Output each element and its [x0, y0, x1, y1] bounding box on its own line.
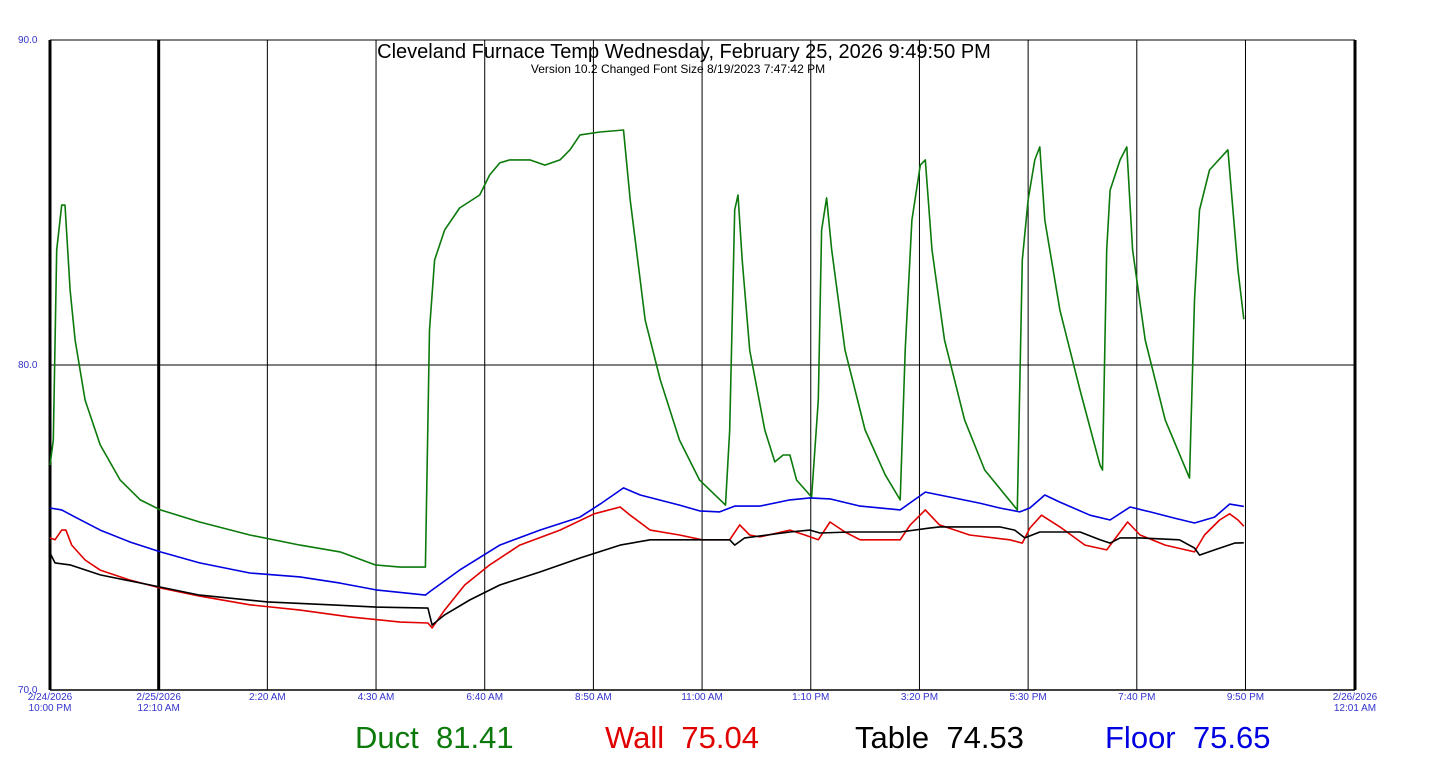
legend-table-value: 74.53 — [946, 720, 1024, 755]
x-tick-label: 3:20 PM — [901, 692, 938, 703]
legend-floor-value: 75.65 — [1192, 720, 1271, 755]
x-tick-label: 1:10 PM — [792, 692, 829, 703]
legend-duct: Duct 81.41 — [355, 720, 514, 756]
x-tick-label: 7:40 PM — [1118, 692, 1155, 703]
x-tick-label-line2: 10:00 PM — [29, 703, 72, 714]
series-line-duct — [49, 129, 1245, 568]
chart-title: Cleveland Furnace Temp Wednesday, Februa… — [377, 41, 991, 63]
y-tick-label: 90.0 — [18, 35, 38, 46]
x-tick-label: 2:20 AM — [249, 692, 286, 703]
series-line-wall — [49, 506, 1245, 629]
legend-wall-value: 75.04 — [681, 720, 759, 755]
legend-floor-name: Floor — [1105, 720, 1176, 755]
x-tick-label: 8:50 AM — [575, 692, 612, 703]
x-tick-label: 5:30 PM — [1009, 692, 1046, 703]
y-tick-label: 80.0 — [18, 360, 38, 371]
x-tick-label: 6:40 AM — [466, 692, 503, 703]
series-lines — [49, 129, 1245, 629]
x-tick-label: 2/24/2026 — [28, 692, 73, 703]
x-tick-label: 4:30 AM — [358, 692, 395, 703]
legend-wall-name: Wall — [605, 720, 665, 755]
x-tick-label: 11:00 AM — [681, 692, 723, 703]
chart-subtitle: Version 10.2 Changed Font Size 8/19/2023… — [530, 62, 826, 76]
legend-wall: Wall 75.04 — [605, 720, 759, 756]
series-line-floor — [49, 487, 1244, 596]
x-tick-label: 2/26/2026 — [1333, 692, 1378, 703]
y-tick-label: 70.0 — [18, 685, 38, 696]
x-tick-label-line2: 12:01 AM — [1334, 703, 1376, 714]
legend-table: Table 74.53 — [855, 720, 1024, 756]
series-line-table — [49, 526, 1244, 626]
x-tick-label-line2: 12:10 AM — [138, 703, 180, 714]
legend-floor: Floor 75.65 — [1105, 720, 1270, 756]
legend-duct-name: Duct — [355, 720, 419, 755]
legend-duct-value: 81.41 — [435, 720, 514, 755]
x-tick-label: 9:50 PM — [1227, 692, 1264, 703]
grid — [48, 39, 1357, 690]
legend-table-name: Table — [855, 720, 930, 755]
x-tick-label: 2/25/2026 — [136, 692, 181, 703]
